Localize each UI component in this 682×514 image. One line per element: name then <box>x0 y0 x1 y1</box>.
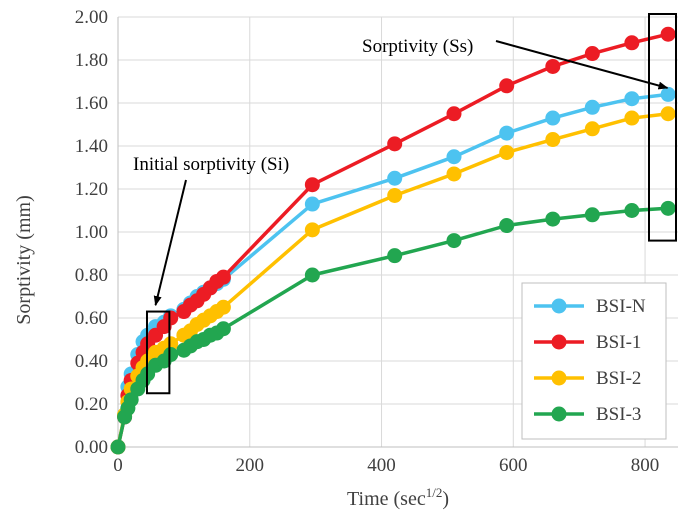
x-axis-title-close: ) <box>442 488 449 510</box>
legend-label-bsi-1: BSI-1 <box>596 332 641 353</box>
annotation-label-ss: Sorptivity (Ss) <box>362 36 473 57</box>
x-tick-label-4: 800 <box>631 455 660 476</box>
data-point-bsi-3-3 <box>123 392 139 408</box>
data-point-bsi-2-22 <box>584 121 600 137</box>
data-point-bsi-1-18 <box>387 136 403 152</box>
data-point-bsi-1-9 <box>163 310 179 326</box>
data-point-bsi-n-19 <box>446 149 462 165</box>
x-axis-title: Time (sec1/2) <box>347 485 449 510</box>
data-point-bsi-1-23 <box>624 35 640 51</box>
x-tick-label-1: 200 <box>236 455 265 476</box>
data-point-bsi-2-9 <box>163 336 179 352</box>
y-tick-label-1: 0.20 <box>75 394 108 415</box>
legend-label-bsi-3: BSI-3 <box>596 404 641 425</box>
legend-marker-bsi-n <box>551 298 567 314</box>
annotation-box-initial <box>145 310 171 395</box>
legend-marker-bsi-3 <box>551 406 567 422</box>
data-point-bsi-n-17 <box>304 196 320 212</box>
x-axis-title-sup: 1/2 <box>426 485 443 500</box>
data-point-bsi-3-17 <box>304 267 320 283</box>
x-axis-title-main: Time (sec <box>347 488 426 510</box>
data-point-bsi-2-19 <box>446 166 462 182</box>
y-tick-label-7: 1.40 <box>75 136 108 157</box>
data-point-bsi-n-20 <box>499 125 515 141</box>
data-point-bsi-n-22 <box>584 99 600 115</box>
data-point-bsi-2-20 <box>499 144 515 160</box>
series-bsi-3 <box>110 200 676 455</box>
annotation-label-initial: Initial sorptivity (Si) <box>133 154 289 175</box>
data-point-bsi-1-24 <box>660 26 676 42</box>
data-point-bsi-1-20 <box>499 78 515 94</box>
data-point-bsi-3-16 <box>215 321 231 337</box>
y-tick-label-5: 1.00 <box>75 222 108 243</box>
data-point-bsi-1-22 <box>584 46 600 62</box>
y-tick-label-6: 1.20 <box>75 179 108 200</box>
data-point-bsi-n-18 <box>387 170 403 186</box>
data-point-bsi-2-17 <box>304 222 320 238</box>
y-tick-label-2: 0.40 <box>75 351 108 372</box>
data-point-bsi-3-24 <box>660 200 676 216</box>
data-point-bsi-3-21 <box>545 211 561 227</box>
annotation-arrow-ss <box>495 40 669 90</box>
data-point-bsi-1-19 <box>446 106 462 122</box>
data-point-bsi-n-24 <box>660 86 676 102</box>
data-point-bsi-2-16 <box>215 299 231 315</box>
data-point-bsi-1-21 <box>545 58 561 74</box>
data-point-bsi-1-16 <box>215 269 231 285</box>
data-point-bsi-1-17 <box>304 177 320 193</box>
x-tick-label-2: 400 <box>367 455 396 476</box>
data-point-bsi-n-21 <box>545 110 561 126</box>
data-point-bsi-3-23 <box>624 203 640 218</box>
data-point-bsi-3-0 <box>110 439 126 455</box>
data-point-bsi-2-21 <box>545 132 561 148</box>
data-point-bsi-2-24 <box>660 106 676 122</box>
x-tick-label-0: 0 <box>113 455 123 476</box>
annotation-arrow-initial <box>153 179 187 307</box>
data-point-bsi-3-9 <box>163 347 179 363</box>
gridlines <box>118 16 678 448</box>
data-point-bsi-3-18 <box>387 248 403 264</box>
data-point-bsi-3-19 <box>446 233 462 249</box>
data-point-bsi-n-23 <box>624 91 640 107</box>
y-axis-title: Sorptivity (mm) <box>13 195 35 324</box>
annotation-box-ss <box>648 13 677 242</box>
legend-label-bsi-n: BSI-N <box>596 296 646 317</box>
legend-marker-bsi-1 <box>551 334 567 350</box>
data-point-bsi-3-22 <box>584 207 600 223</box>
legend-marker-bsi-2 <box>551 370 567 386</box>
x-tick-label-3: 600 <box>499 455 528 476</box>
legend: BSI-N BSI-1 BSI-2 BSI-3 <box>521 282 667 440</box>
y-tick-label-8: 1.60 <box>75 93 108 114</box>
data-point-bsi-3-20 <box>499 218 515 234</box>
data-point-bsi-2-18 <box>387 187 403 203</box>
data-point-bsi-2-23 <box>624 110 640 126</box>
y-tick-label-3: 0.60 <box>75 308 108 329</box>
y-tick-label-4: 0.80 <box>75 265 108 286</box>
y-tick-label-10: 2.00 <box>75 7 108 28</box>
y-tick-label-9: 1.80 <box>75 50 108 71</box>
y-tick-label-0: 0.00 <box>75 437 108 458</box>
legend-label-bsi-2: BSI-2 <box>596 368 641 389</box>
axes: 0.00 0.20 0.40 0.60 0.80 1.00 1.20 1.40 1.60 1.80… <box>75 7 678 476</box>
annotations: Initial sorptivity (Si) Sorptivity (Ss) <box>133 13 677 395</box>
